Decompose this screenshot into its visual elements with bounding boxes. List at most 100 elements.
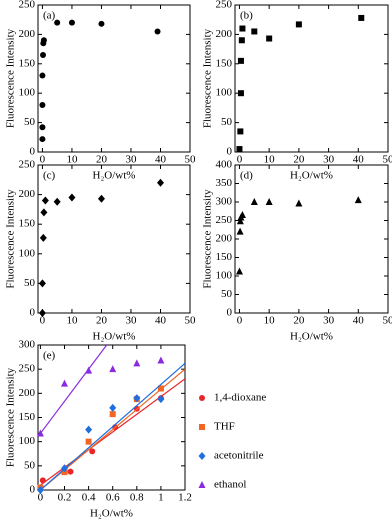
x-tick-label: 50 bbox=[383, 315, 392, 327]
x-tick-label: 40 bbox=[353, 154, 365, 166]
y-tick-label: 50 bbox=[24, 116, 36, 128]
y-tick-label: 50 bbox=[221, 116, 233, 128]
marker bbox=[40, 37, 47, 44]
y-tick-label: 150 bbox=[19, 57, 36, 69]
y-tick-label: 200 bbox=[19, 387, 36, 399]
marker bbox=[237, 57, 244, 64]
y-tick-label: 100 bbox=[19, 247, 36, 259]
x-tick-label: 0 bbox=[40, 315, 46, 327]
marker bbox=[39, 101, 46, 108]
legend-label: THF bbox=[214, 421, 235, 433]
legend-marker bbox=[198, 452, 206, 460]
marker bbox=[157, 356, 165, 364]
marker bbox=[38, 279, 46, 288]
marker bbox=[157, 385, 164, 392]
marker bbox=[109, 411, 116, 418]
x-tick-label: 10 bbox=[66, 154, 78, 166]
x-tick-label: 0.2 bbox=[58, 492, 72, 504]
y-tick-label: 250 bbox=[216, 0, 233, 11]
y-tick-label: 100 bbox=[19, 435, 36, 447]
x-tick-label: 1 bbox=[158, 492, 164, 504]
marker bbox=[85, 425, 93, 434]
marker bbox=[61, 464, 69, 473]
marker bbox=[109, 403, 117, 412]
y-tick-label: 50 bbox=[221, 288, 233, 300]
marker bbox=[40, 51, 47, 58]
x-tick-label: 0 bbox=[38, 492, 44, 504]
y-axis-label: Fluorescence Intensity bbox=[202, 28, 214, 128]
panel-label: (c) bbox=[43, 170, 56, 182]
marker bbox=[236, 217, 244, 225]
marker bbox=[251, 28, 258, 35]
x-tick-label: 30 bbox=[323, 315, 335, 327]
x-tick-label: 0 bbox=[237, 154, 243, 166]
marker bbox=[354, 196, 362, 204]
x-axis-label: H₂O/wt% bbox=[93, 170, 136, 182]
y-tick-label: 150 bbox=[19, 411, 36, 423]
marker bbox=[238, 210, 246, 218]
plot-frame bbox=[234, 4, 389, 153]
marker bbox=[85, 438, 92, 445]
y-tick-label: 100 bbox=[216, 270, 233, 282]
marker bbox=[39, 233, 47, 242]
y-tick-label: 100 bbox=[216, 87, 233, 99]
x-axis-label: H₂O/wt% bbox=[90, 508, 133, 520]
x-tick-label: 50 bbox=[185, 154, 197, 166]
y-tick-label: 200 bbox=[19, 188, 36, 200]
x-tick-label: 0 bbox=[237, 315, 243, 327]
legend-label: 1,4-dioxane bbox=[214, 392, 266, 404]
x-tick-label: 20 bbox=[293, 315, 305, 327]
legend-marker bbox=[198, 481, 206, 488]
x-tick-label: 40 bbox=[353, 315, 365, 327]
y-tick-label: 400 bbox=[216, 159, 233, 171]
y-tick-label: 0 bbox=[227, 146, 233, 158]
marker bbox=[68, 193, 76, 202]
y-tick-label: 200 bbox=[19, 28, 36, 40]
x-axis-label: H₂O/wt% bbox=[290, 170, 333, 182]
y-tick-label: 0 bbox=[30, 484, 36, 496]
x-tick-label: 50 bbox=[383, 154, 392, 166]
marker bbox=[109, 365, 117, 373]
marker bbox=[133, 359, 141, 367]
x-tick-label: 0.6 bbox=[106, 492, 120, 504]
plot-frame bbox=[234, 164, 389, 314]
x-tick-label: 10 bbox=[66, 315, 78, 327]
y-tick-label: 200 bbox=[216, 233, 233, 245]
plot-frame bbox=[37, 344, 186, 491]
x-tick-label: 40 bbox=[155, 154, 167, 166]
marker bbox=[38, 309, 46, 317]
y-tick-label: 0 bbox=[30, 146, 36, 158]
y-axis-label: Fluorescence Intensity bbox=[5, 28, 17, 128]
y-tick-label: 250 bbox=[19, 159, 36, 171]
marker bbox=[41, 196, 49, 205]
marker bbox=[61, 379, 69, 387]
y-tick-label: 0 bbox=[227, 307, 233, 319]
marker bbox=[239, 25, 246, 32]
x-tick-label: 10 bbox=[264, 315, 276, 327]
marker bbox=[157, 395, 165, 404]
y-tick-label: 250 bbox=[19, 363, 36, 375]
x-tick-label: 1.2 bbox=[178, 492, 192, 504]
x-tick-label: 40 bbox=[155, 315, 167, 327]
y-tick-label: 50 bbox=[24, 459, 36, 471]
marker bbox=[68, 19, 75, 26]
y-tick-label: 50 bbox=[24, 277, 36, 289]
marker bbox=[36, 486, 44, 494]
marker bbox=[358, 14, 365, 21]
y-tick-label: 150 bbox=[19, 218, 36, 230]
y-axis-label: Fluorescence Intensity bbox=[202, 189, 214, 289]
plot-frame bbox=[37, 164, 191, 314]
marker bbox=[39, 477, 46, 484]
x-tick-label: 20 bbox=[96, 154, 108, 166]
x-tick-label: 0.8 bbox=[130, 492, 144, 504]
panel-label: (a) bbox=[43, 10, 56, 22]
fit-line bbox=[40, 362, 185, 490]
marker bbox=[97, 194, 105, 203]
marker bbox=[154, 28, 161, 35]
marker bbox=[133, 394, 141, 403]
x-tick-label: 10 bbox=[264, 154, 276, 166]
x-tick-label: 0.4 bbox=[82, 492, 96, 504]
y-tick-label: 200 bbox=[216, 28, 233, 40]
y-axis-label: Fluorescence Intensity bbox=[5, 367, 17, 467]
plot-frame bbox=[37, 4, 191, 153]
